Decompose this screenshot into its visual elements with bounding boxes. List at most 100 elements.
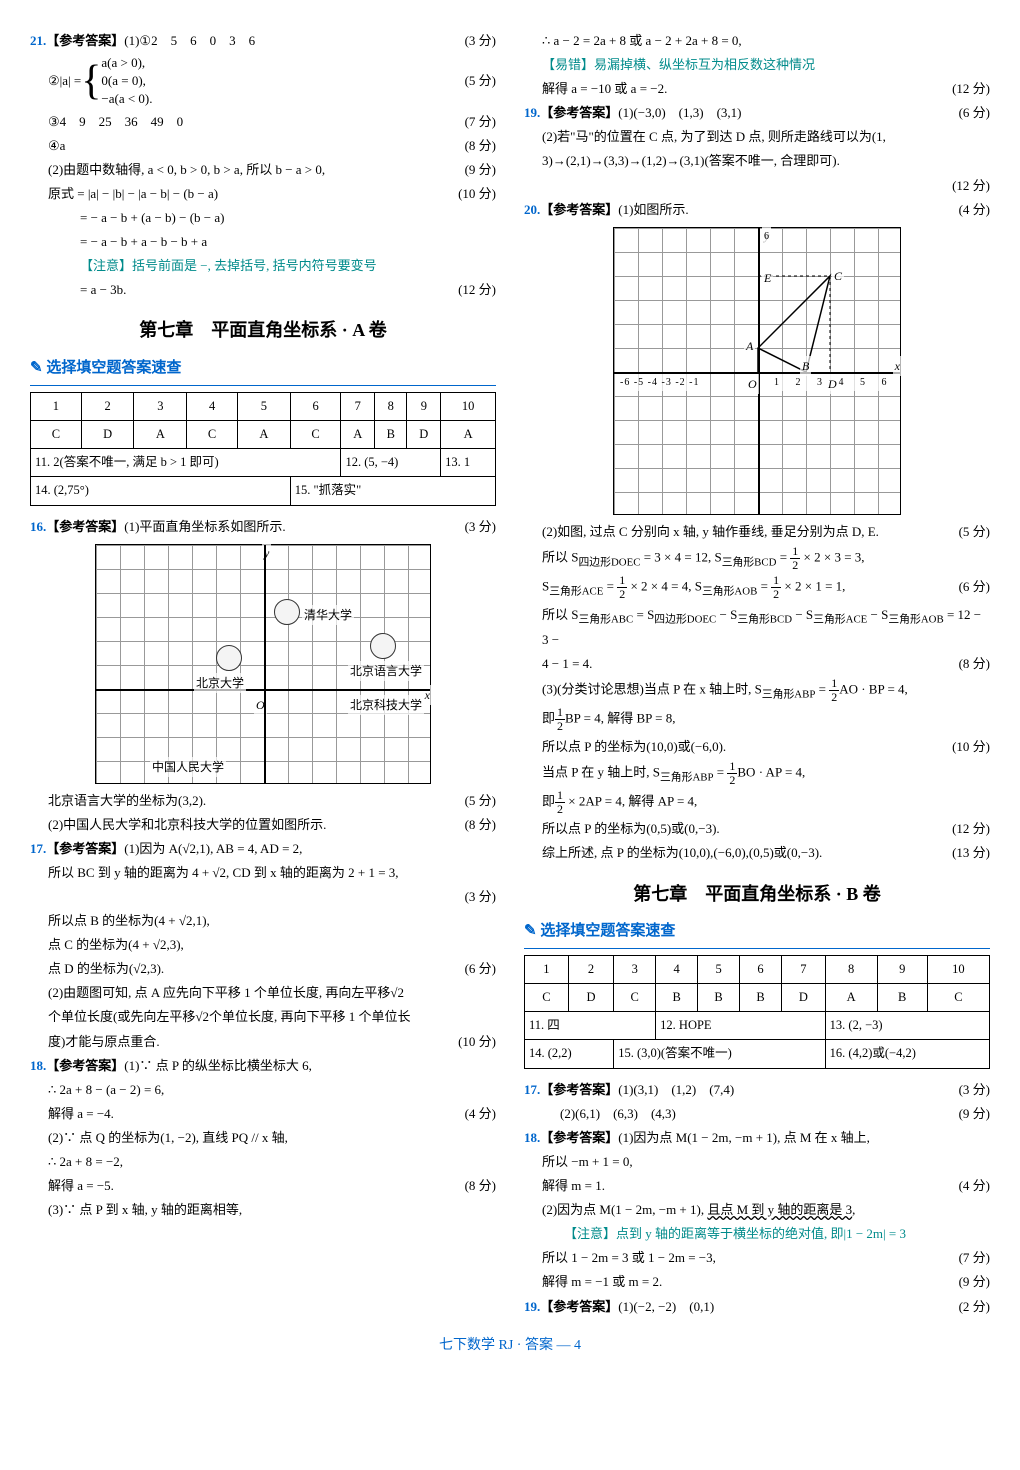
q18-l4: (2)∵ 点 Q 的坐标为(1, −2), 直线 PQ // x 轴, <box>30 1127 496 1149</box>
q18-tag: 【参考答案】 <box>46 1058 124 1073</box>
q18-s6: (8 分) <box>465 1175 496 1197</box>
q17b-s2: (9 分) <box>959 1103 990 1125</box>
q18-l6: 解得 a = −5. <box>30 1175 457 1197</box>
q17-l8: 度)才能与原点重合. <box>30 1031 450 1053</box>
q17-s5: (6 分) <box>465 958 496 980</box>
q17b-tag: 【参考答案】 <box>540 1082 618 1097</box>
q17-s8: (10 分) <box>458 1031 496 1053</box>
q18-l7: (3)∵ 点 P 到 x 轴, y 轴的距离相等, <box>30 1199 496 1221</box>
q17-l2: 所以 BC 到 y 轴的距离为 4 + √2, CD 到 x 轴的距离为 2 +… <box>30 862 496 884</box>
q18b-s3: (4 分) <box>959 1175 990 1197</box>
q17-s2: (3 分) <box>465 886 496 908</box>
chapter-a-title: 第七章 平面直角坐标系 · A 卷 <box>30 315 496 346</box>
q17-l7: 个单位长度(或先向左平移√2个单位长度, 再向下平移 1 个单位长 <box>30 1006 496 1028</box>
q18b-l1: (1)因为点 M(1 − 2m, −m + 1), 点 M 在 x 轴上, <box>618 1130 870 1145</box>
q20-l1: (1)如图所示. <box>618 202 688 217</box>
q17-l3: 所以点 B 的坐标为(4 + √2,1), <box>30 910 496 932</box>
triangle-svg <box>614 228 902 516</box>
q20-l12: 所以点 P 的坐标为(0,5)或(0,−3). <box>524 818 944 840</box>
q16-s1: (3 分) <box>465 516 496 538</box>
q17-l1: (1)因为 A(√2,1), AB = 4, AD = 2, <box>124 841 302 856</box>
q16-l2: 北京语言大学的坐标为(3,2). <box>30 790 457 812</box>
q18-l3: 解得 a = −4. <box>30 1103 457 1125</box>
q16-s3: (8 分) <box>465 814 496 836</box>
q19b-num: 19. <box>524 1299 540 1314</box>
q16-l1: (1)平面直角坐标系如图所示. <box>124 519 285 534</box>
q16-tag: 【参考答案】 <box>46 519 124 534</box>
q16-l3: (2)中国人民大学和北京科技大学的位置如图所示. <box>30 814 457 836</box>
q21-s5: (9 分) <box>465 159 496 181</box>
q21-l9: = a − 3b. <box>30 279 450 301</box>
q21-s1: (3 分) <box>465 30 496 52</box>
q20-s2: (5 分) <box>959 521 990 543</box>
q18b-l5: 所以 1 − 2m = 3 或 1 − 2m = −3, <box>524 1247 951 1269</box>
q17-l6: (2)由题图可知, 点 A 应先向下平移 1 个单位长度, 再向左平移√2 <box>30 982 496 1004</box>
q20-diagram: y x O -6 -5 -4 -3 -2 -1 1 2 3 4 5 6 6 A … <box>613 227 901 515</box>
q20-s6: (8 分) <box>959 653 990 675</box>
q21-note: 【注意】括号前面是 −, 去掉括号, 括号内符号要变号 <box>30 255 496 277</box>
q19-s1: (6 分) <box>959 102 990 124</box>
q20-num: 20. <box>524 202 540 217</box>
q19b-s1: (2 分) <box>959 1296 990 1318</box>
q18b-num: 18. <box>524 1130 540 1145</box>
q20-s12: (12 分) <box>952 818 990 840</box>
q19b-l1: (1)(−2, −2) (0,1) <box>618 1299 714 1314</box>
q19-s3: (12 分) <box>952 175 990 197</box>
q20-tag: 【参考答案】 <box>540 202 618 217</box>
q17-num: 17. <box>30 841 46 856</box>
q20-s4: (6 分) <box>959 576 990 598</box>
q21-brace-0: a(a > 0), <box>101 54 152 72</box>
q21-s6: (10 分) <box>458 183 496 205</box>
q18c-note: 【易错】易漏掉横、纵坐标互为相反数这种情况 <box>524 54 990 76</box>
table-b: 12345678910 CDCBBBDABC 11. 四12. HOPE13. … <box>524 955 990 1069</box>
q21-l7: = − a − b + (a − b) − (b − a) <box>80 210 224 225</box>
q21-brace-1: 0(a = 0), <box>101 72 152 90</box>
q18b-l3: 解得 m = 1. <box>524 1175 951 1197</box>
q18b-note: 【注意】点到 y 轴的距离等于横坐标的绝对值, 即|1 − 2m| = 3 <box>524 1223 990 1245</box>
q21-s3: (7 分) <box>465 111 496 133</box>
q18b-s6: (9 分) <box>959 1271 990 1293</box>
q20-s1: (4 分) <box>959 199 990 221</box>
q20-l9: 所以点 P 的坐标为(10,0)或(−6,0). <box>524 736 944 758</box>
q21-num: 21. <box>30 33 46 48</box>
q18-l5: ∴ 2a + 8 = −2, <box>30 1151 496 1173</box>
section-hdr-a: 选择填空题答案速查 <box>30 356 496 386</box>
brace-icon: { <box>81 65 101 99</box>
q17b-s1: (3 分) <box>959 1079 990 1101</box>
q20-l2: (2)如图, 过点 C 分别向 x 轴, y 轴作垂线, 垂足分别为点 D, E… <box>524 521 951 543</box>
q18c-l2: 解得 a = −10 或 a = −2. <box>524 78 944 100</box>
q17b-num: 17. <box>524 1082 540 1097</box>
q19-tag: 【参考答案】 <box>540 105 618 120</box>
q18-l2: ∴ 2a + 8 − (a − 2) = 6, <box>30 1079 496 1101</box>
q20-l6: 4 − 1 = 4. <box>524 653 951 675</box>
q21-s4: (8 分) <box>465 135 496 157</box>
q17b-l1: (1)(3,1) (1,2) (7,4) <box>618 1082 734 1097</box>
q21-s2: (5 分) <box>465 70 496 92</box>
q20-l13: 综上所述, 点 P 的坐标为(10,0),(−6,0),(0,5)或(0,−3)… <box>524 842 944 864</box>
chapter-b-title: 第七章 平面直角坐标系 · B 卷 <box>524 879 990 910</box>
q18c-s2: (12 分) <box>952 78 990 100</box>
q21-l6: 原式 = |a| − |b| − |a − b| − (b − a) <box>30 183 450 205</box>
q18-num: 18. <box>30 1058 46 1073</box>
q18b-l6: 解得 m = −1 或 m = 2. <box>524 1271 951 1293</box>
q19-l1: (1)(−3,0) (1,3) (3,1) <box>618 105 741 120</box>
q17-tag: 【参考答案】 <box>46 841 124 856</box>
q21-l4: ④a <box>30 135 457 157</box>
section-hdr-b: 选择填空题答案速查 <box>524 919 990 949</box>
q18b-tag: 【参考答案】 <box>540 1130 618 1145</box>
q21-l3: ③4 9 25 36 49 0 <box>30 111 457 133</box>
q21-l2pre: ②|a| = <box>48 70 81 92</box>
q20-s13: (13 分) <box>952 842 990 864</box>
q18b-s5: (7 分) <box>959 1247 990 1269</box>
q16-s2: (5 分) <box>465 790 496 812</box>
q19b-tag: 【参考答案】 <box>540 1299 618 1314</box>
q16-num: 16. <box>30 519 46 534</box>
q21-l8: = − a − b + a − b − b + a <box>80 234 207 249</box>
q21-brace-2: −a(a < 0). <box>101 90 152 108</box>
q18-s3: (4 分) <box>465 1103 496 1125</box>
q21-tag: 【参考答案】 <box>46 33 124 48</box>
q17-l4: 点 C 的坐标为(4 + √2,3), <box>30 934 496 956</box>
q18b-l2: 所以 −m + 1 = 0, <box>524 1151 990 1173</box>
q19-l2: (2)若"马"的位置在 C 点, 为了到达 D 点, 则所走路线可以为(1, <box>524 126 990 148</box>
q17b-l2: (2)(6,1) (6,3) (4,3) <box>524 1103 951 1125</box>
